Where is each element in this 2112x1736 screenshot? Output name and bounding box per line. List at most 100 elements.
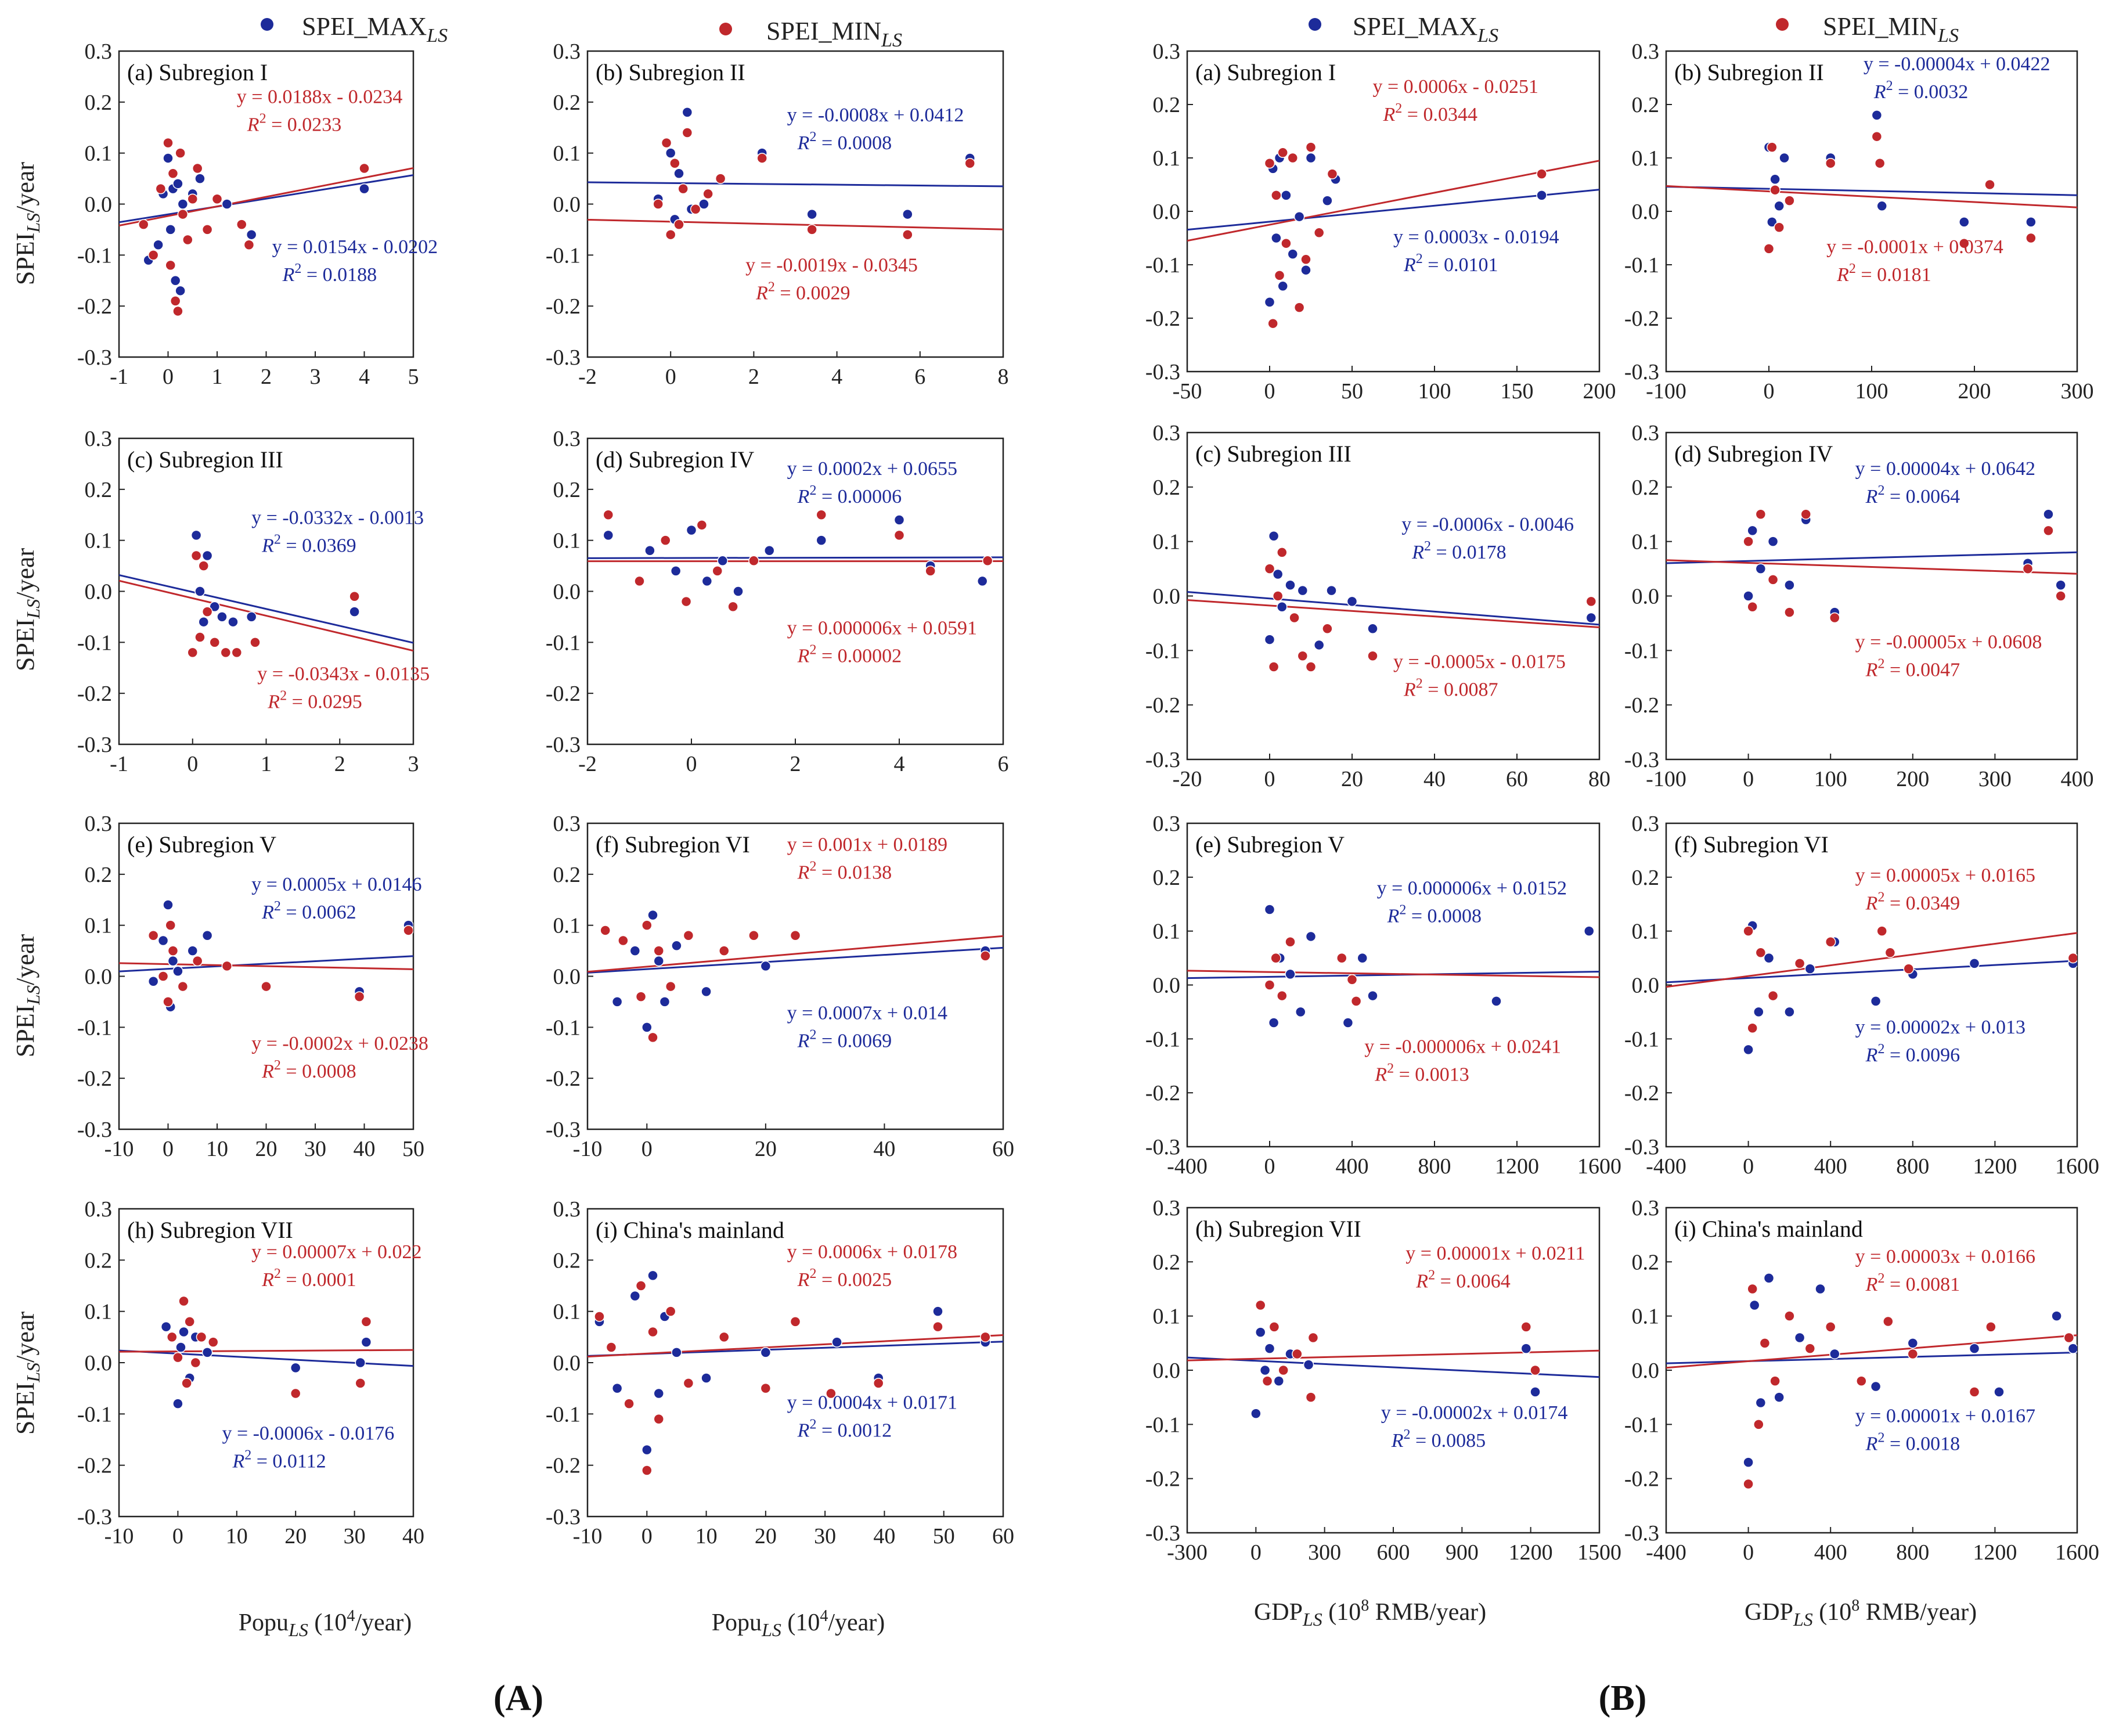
y-tick-label: 0.1 (85, 529, 113, 553)
point-min (184, 1316, 195, 1327)
fit-line-max (1187, 1356, 1599, 1378)
point-max (1907, 1338, 1919, 1349)
plot-frame (1186, 50, 1601, 373)
y-tick-label: 0.2 (85, 91, 113, 115)
point-min (702, 188, 713, 200)
plot-area (588, 909, 1003, 1043)
point-min (647, 1326, 658, 1338)
y-tick-label: 0.3 (1632, 1196, 1660, 1220)
point-max (1969, 1343, 1980, 1354)
equation-max: y = 0.00004x + 0.0642 (1855, 458, 2035, 480)
point-min (2022, 563, 2034, 574)
x-axis-label-gdp: GDPLS (108 RMB/year) (1254, 1597, 1486, 1630)
r-squared-min: R2 = 0.0138 (797, 859, 892, 883)
point-min (1784, 195, 1795, 206)
point-min (635, 1280, 647, 1291)
point-min (243, 239, 255, 251)
equation-max: y = -0.0006x - 0.0176 (222, 1423, 394, 1445)
point-max (163, 899, 174, 910)
point-max (201, 1347, 213, 1358)
point-max (1297, 585, 1309, 596)
y-tick-label: 0.1 (1632, 920, 1660, 944)
point-min (155, 183, 167, 195)
point-min (1336, 952, 1347, 964)
r-squared-max: R2 = 0.0008 (1387, 903, 1482, 927)
panel-title: (h) Subregion VII (1195, 1216, 1361, 1242)
point-max (701, 986, 712, 997)
r-squared-min: R2 = 0.0344 (1383, 101, 1477, 125)
y-tick-label: 0.2 (85, 1248, 113, 1273)
fit-line-max (1666, 1351, 2077, 1364)
x-tick-label: 400 (1336, 1154, 1369, 1179)
fit-line-max (588, 181, 1003, 188)
equation-min: y = -0.0343x - 0.0135 (257, 663, 430, 685)
point-min (1876, 925, 1887, 937)
point-max (1763, 952, 1775, 964)
y-tick-label: 0.0 (1632, 974, 1660, 998)
x-tick-label: 1200 (1509, 1540, 1553, 1565)
y-tick-label: -0.1 (1145, 253, 1180, 278)
x-tick-label: 3 (310, 365, 321, 389)
equation-max: y = -0.0332x - 0.0013 (251, 507, 424, 529)
y-tick-label: -0.2 (1145, 1081, 1180, 1105)
legend-label-min: SPEI_MINLS (1823, 12, 1959, 46)
y-tick-label: 0.3 (1632, 421, 1660, 445)
point-min (1255, 1299, 1266, 1311)
r-squared-max: R2 = 0.0369 (261, 532, 356, 557)
point-min (165, 260, 176, 271)
point-max (153, 239, 164, 251)
y-tick-label: -0.2 (546, 294, 581, 319)
point-max (611, 1382, 623, 1394)
plot-area (588, 1270, 1003, 1476)
point-min (980, 1331, 991, 1343)
point-min (163, 137, 174, 149)
point-max (932, 1306, 943, 1317)
point-min (182, 234, 193, 246)
point-max (1584, 925, 1595, 937)
y-tick-label: 0.2 (1632, 93, 1660, 117)
point-max (209, 601, 221, 613)
point-max (1285, 579, 1296, 590)
point-min (172, 1352, 183, 1363)
point-min (1903, 963, 1914, 974)
x-tick-label: 6 (914, 365, 925, 389)
legend-marker-max (261, 18, 273, 31)
point-min (893, 530, 905, 541)
point-min (1274, 270, 1285, 281)
point-min (600, 925, 611, 936)
x-tick-label: 900 (1446, 1540, 1479, 1565)
x-tick-label: -10 (573, 1137, 603, 1161)
point-min (1313, 227, 1325, 239)
x-tick-label: 20 (284, 1524, 307, 1548)
point-min (661, 137, 672, 149)
point-min (138, 219, 149, 230)
y-tick-label: 0.2 (1153, 866, 1181, 890)
fit-line-min (1187, 599, 1599, 628)
x-tick-label: 2 (790, 752, 801, 776)
plot-area (1666, 509, 2077, 624)
point-min (1804, 1343, 1816, 1354)
fit-line-min (588, 1334, 1003, 1358)
point-max (1281, 190, 1292, 201)
y-tick-label: 0.2 (553, 863, 581, 887)
x-tick-label: 20 (755, 1137, 777, 1161)
equation-min: y = -0.0001x + 0.0374 (1826, 236, 2003, 258)
y-tick-label: 0.2 (1632, 1250, 1660, 1274)
point-max (1295, 1006, 1306, 1018)
point-max (764, 545, 775, 556)
y-tick-label: 0.3 (85, 427, 113, 451)
x-tick-label: 0 (163, 1137, 174, 1161)
point-min (1289, 612, 1300, 624)
x-tick-label: 10 (206, 1137, 228, 1161)
r-squared-min: R2 = 0.0025 (797, 1266, 892, 1291)
x-tick-label: 100 (1814, 767, 1847, 791)
y-tick-label: 0.0 (1153, 200, 1181, 224)
point-max (1250, 1408, 1262, 1419)
point-max (701, 575, 713, 587)
r-squared-min: R2 = 0.0087 (1403, 676, 1498, 700)
point-min (147, 930, 159, 941)
point-max (831, 1337, 842, 1348)
plot-area (1187, 531, 1599, 672)
x-tick-label: 20 (755, 1524, 777, 1548)
point-max (1277, 602, 1288, 613)
